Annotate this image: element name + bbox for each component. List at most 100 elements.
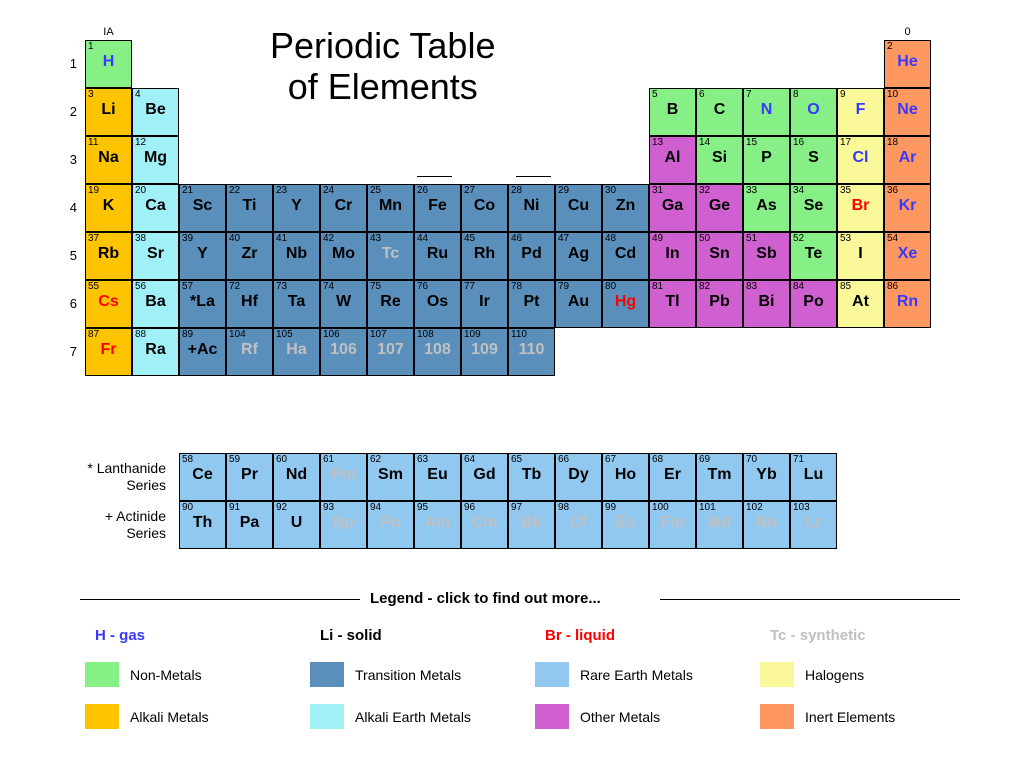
element-cell-Kr[interactable]: 36Kr <box>884 184 931 232</box>
element-cell-Bk[interactable]: 97Bk <box>508 501 555 549</box>
element-cell-He[interactable]: 2He <box>884 40 931 88</box>
element-cell-Tc[interactable]: 43Tc <box>367 232 414 280</box>
element-cell-F[interactable]: 9F <box>837 88 884 136</box>
element-cell-Tl[interactable]: 81Tl <box>649 280 696 328</box>
element-cell-Pb[interactable]: 82Pb <box>696 280 743 328</box>
element-cell-Tm[interactable]: 69Tm <box>696 453 743 501</box>
element-cell-Na[interactable]: 11Na <box>85 136 132 184</box>
element-cell-B[interactable]: 5B <box>649 88 696 136</box>
element-cell-H[interactable]: 1H <box>85 40 132 88</box>
element-cell-Fm[interactable]: 100Fm <box>649 501 696 549</box>
element-cell-108[interactable]: 108108 <box>414 328 461 376</box>
element-cell-Rn[interactable]: 86Rn <box>884 280 931 328</box>
element-cell-Zr[interactable]: 40Zr <box>226 232 273 280</box>
element-cell-Ga[interactable]: 31Ga <box>649 184 696 232</box>
element-cell-Md[interactable]: 101Md <box>696 501 743 549</box>
element-cell-Cl[interactable]: 17Cl <box>837 136 884 184</box>
element-cell-Zn[interactable]: 30Zn <box>602 184 649 232</box>
element-cell-Au[interactable]: 79Au <box>555 280 602 328</box>
element-cell-Br[interactable]: 35Br <box>837 184 884 232</box>
element-cell-I[interactable]: 53I <box>837 232 884 280</box>
element-cell-Cm[interactable]: 96Cm <box>461 501 508 549</box>
element-cell-Al[interactable]: 13Al <box>649 136 696 184</box>
legend-swatch-alkali[interactable] <box>85 704 119 729</box>
element-cell-Fe[interactable]: 26Fe <box>414 184 461 232</box>
element-cell-Be[interactable]: 4Be <box>132 88 179 136</box>
element-cell-Cu[interactable]: 29Cu <box>555 184 602 232</box>
element-cell-Os[interactable]: 76Os <box>414 280 461 328</box>
element-cell-Es[interactable]: 99Es <box>602 501 649 549</box>
element-cell-Co[interactable]: 27Co <box>461 184 508 232</box>
element-cell-Se[interactable]: 34Se <box>790 184 837 232</box>
element-cell-Lr[interactable]: 103Lr <box>790 501 837 549</box>
state-legend-liquid[interactable]: Br - liquid <box>545 627 615 644</box>
legend-swatch-alkaliearth[interactable] <box>310 704 344 729</box>
state-legend-solid[interactable]: Li - solid <box>320 627 382 644</box>
element-cell-Nb[interactable]: 41Nb <box>273 232 320 280</box>
element-cell-Pr[interactable]: 59Pr <box>226 453 273 501</box>
element-cell-Gd[interactable]: 64Gd <box>461 453 508 501</box>
element-cell-Po[interactable]: 84Po <box>790 280 837 328</box>
legend-title[interactable]: Legend - click to find out more... <box>370 590 601 607</box>
element-cell-Rf[interactable]: 104Rf <box>226 328 273 376</box>
element-cell-Ba[interactable]: 56Ba <box>132 280 179 328</box>
element-cell-Th[interactable]: 90Th <box>179 501 226 549</box>
state-legend-gas[interactable]: H - gas <box>95 627 145 644</box>
element-cell-U[interactable]: 92U <box>273 501 320 549</box>
element-cell-Xe[interactable]: 54Xe <box>884 232 931 280</box>
element-cell-106[interactable]: 106106 <box>320 328 367 376</box>
element-cell-Y[interactable]: 23Y <box>273 184 320 232</box>
element-cell-Ce[interactable]: 58Ce <box>179 453 226 501</box>
element-cell-Cs[interactable]: 55Cs <box>85 280 132 328</box>
element-cell-Yb[interactable]: 70Yb <box>743 453 790 501</box>
legend-swatch-rareearth[interactable] <box>535 662 569 687</box>
element-cell-Mg[interactable]: 12Mg <box>132 136 179 184</box>
element-cell-No[interactable]: 102No <box>743 501 790 549</box>
element-cell-Ho[interactable]: 67Ho <box>602 453 649 501</box>
element-cell-Mo[interactable]: 42Mo <box>320 232 367 280</box>
element-cell-Pa[interactable]: 91Pa <box>226 501 273 549</box>
element-cell-Bi[interactable]: 83Bi <box>743 280 790 328</box>
element-cell-Sb[interactable]: 51Sb <box>743 232 790 280</box>
element-cell-Ha[interactable]: 105Ha <box>273 328 320 376</box>
element-cell-P[interactable]: 15P <box>743 136 790 184</box>
element-cell-Cf[interactable]: 98Cf <box>555 501 602 549</box>
element-cell-Ac[interactable]: 89+Ac <box>179 328 226 376</box>
element-cell-Li[interactable]: 3Li <box>85 88 132 136</box>
element-cell-As[interactable]: 33As <box>743 184 790 232</box>
element-cell-Rb[interactable]: 37Rb <box>85 232 132 280</box>
element-cell-C[interactable]: 6C <box>696 88 743 136</box>
state-legend-synthetic[interactable]: Tc - synthetic <box>770 627 866 644</box>
element-cell-Sn[interactable]: 50Sn <box>696 232 743 280</box>
element-cell-Hg[interactable]: 80Hg <box>602 280 649 328</box>
element-cell-N[interactable]: 7N <box>743 88 790 136</box>
element-cell-O[interactable]: 8O <box>790 88 837 136</box>
element-cell-Ir[interactable]: 77Ir <box>461 280 508 328</box>
legend-swatch-halogen[interactable] <box>760 662 794 687</box>
element-cell-Pu[interactable]: 94Pu <box>367 501 414 549</box>
legend-swatch-othermetal[interactable] <box>535 704 569 729</box>
element-cell-Hf[interactable]: 72Hf <box>226 280 273 328</box>
element-cell-Pd[interactable]: 46Pd <box>508 232 555 280</box>
legend-swatch-nonmetal[interactable] <box>85 662 119 687</box>
element-cell-At[interactable]: 85At <box>837 280 884 328</box>
element-cell-110[interactable]: 110110 <box>508 328 555 376</box>
element-cell-Er[interactable]: 68Er <box>649 453 696 501</box>
element-cell-Sc[interactable]: 21Sc <box>179 184 226 232</box>
element-cell-Rh[interactable]: 45Rh <box>461 232 508 280</box>
element-cell-Mn[interactable]: 25Mn <box>367 184 414 232</box>
element-cell-109[interactable]: 109109 <box>461 328 508 376</box>
element-cell-Ge[interactable]: 32Ge <box>696 184 743 232</box>
element-cell-Te[interactable]: 52Te <box>790 232 837 280</box>
element-cell-Ti[interactable]: 22Ti <box>226 184 273 232</box>
element-cell-107[interactable]: 107107 <box>367 328 414 376</box>
legend-swatch-transition[interactable] <box>310 662 344 687</box>
element-cell-Re[interactable]: 75Re <box>367 280 414 328</box>
element-cell-Ar[interactable]: 18Ar <box>884 136 931 184</box>
element-cell-Ag[interactable]: 47Ag <box>555 232 602 280</box>
element-cell-K[interactable]: 19K <box>85 184 132 232</box>
element-cell-Fr[interactable]: 87Fr <box>85 328 132 376</box>
element-cell-Nd[interactable]: 60Nd <box>273 453 320 501</box>
element-cell-Pm[interactable]: 61Pm <box>320 453 367 501</box>
element-cell-Lu[interactable]: 71Lu <box>790 453 837 501</box>
